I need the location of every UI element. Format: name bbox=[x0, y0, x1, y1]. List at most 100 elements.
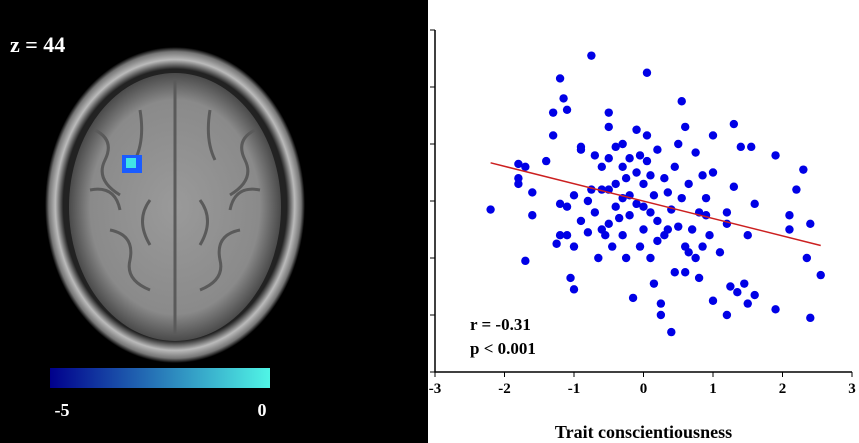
point bbox=[671, 163, 679, 171]
point bbox=[803, 254, 811, 262]
y-tick-label: 1 bbox=[418, 137, 426, 153]
y-tick-label: 3 bbox=[418, 23, 426, 39]
point bbox=[521, 257, 529, 265]
point bbox=[785, 225, 793, 233]
point bbox=[653, 146, 661, 154]
point bbox=[785, 211, 793, 219]
point bbox=[657, 299, 665, 307]
y-tick-label: 2 bbox=[418, 80, 426, 96]
point bbox=[740, 279, 748, 287]
point bbox=[612, 180, 620, 188]
x-axis-label: Trait conscientiousness bbox=[555, 422, 732, 442]
point bbox=[771, 151, 779, 159]
point bbox=[639, 225, 647, 233]
point bbox=[681, 123, 689, 131]
point bbox=[563, 231, 571, 239]
point bbox=[688, 225, 696, 233]
point bbox=[542, 157, 550, 165]
point bbox=[608, 242, 616, 250]
x-tick-label: 1 bbox=[709, 381, 717, 397]
point bbox=[705, 231, 713, 239]
point bbox=[681, 268, 689, 276]
point bbox=[577, 143, 585, 151]
point bbox=[625, 211, 633, 219]
point bbox=[584, 197, 592, 205]
point bbox=[771, 305, 779, 313]
point bbox=[563, 106, 571, 114]
point bbox=[632, 126, 640, 134]
point bbox=[792, 185, 800, 193]
point bbox=[806, 220, 814, 228]
annotation: r = -0.31 bbox=[470, 315, 531, 334]
point bbox=[591, 208, 599, 216]
point bbox=[709, 297, 717, 305]
point bbox=[698, 242, 706, 250]
point bbox=[521, 163, 529, 171]
point bbox=[646, 254, 654, 262]
point bbox=[646, 208, 654, 216]
figure: z = 44 -50-3-2-10123-3-2-10123Trait cons… bbox=[0, 0, 859, 443]
point bbox=[632, 168, 640, 176]
point bbox=[486, 205, 494, 213]
point bbox=[751, 291, 759, 299]
point bbox=[556, 74, 564, 82]
slice-label: z = 44 bbox=[10, 32, 65, 57]
point bbox=[726, 282, 734, 290]
point bbox=[643, 69, 651, 77]
point bbox=[747, 143, 755, 151]
point bbox=[605, 108, 613, 116]
point bbox=[702, 194, 710, 202]
x-tick-label: -2 bbox=[498, 381, 511, 397]
point bbox=[723, 208, 731, 216]
y-tick-label: -2 bbox=[413, 308, 426, 324]
y-axis-label: GMV in the right MFG bbox=[379, 111, 399, 292]
point bbox=[618, 163, 626, 171]
point bbox=[563, 203, 571, 211]
point bbox=[744, 299, 752, 307]
point bbox=[636, 242, 644, 250]
point bbox=[723, 311, 731, 319]
cluster-peak bbox=[126, 158, 136, 168]
point bbox=[584, 228, 592, 236]
point bbox=[612, 203, 620, 211]
colorbar bbox=[50, 368, 270, 388]
point bbox=[684, 248, 692, 256]
point bbox=[650, 191, 658, 199]
y-tick-label: -1 bbox=[413, 251, 426, 267]
point bbox=[639, 180, 647, 188]
point bbox=[605, 154, 613, 162]
point bbox=[674, 140, 682, 148]
point bbox=[691, 148, 699, 156]
point bbox=[660, 174, 668, 182]
point bbox=[684, 180, 692, 188]
point bbox=[674, 222, 682, 230]
point bbox=[598, 225, 606, 233]
point bbox=[695, 274, 703, 282]
point bbox=[570, 191, 578, 199]
point bbox=[605, 123, 613, 131]
point bbox=[653, 237, 661, 245]
x-tick-label: 0 bbox=[640, 381, 648, 397]
point bbox=[514, 180, 522, 188]
annotation: p < 0.001 bbox=[470, 339, 536, 358]
point bbox=[528, 188, 536, 196]
point bbox=[744, 231, 752, 239]
point bbox=[650, 279, 658, 287]
point bbox=[625, 154, 633, 162]
point bbox=[643, 131, 651, 139]
point bbox=[622, 174, 630, 182]
point bbox=[622, 254, 630, 262]
point bbox=[733, 288, 741, 296]
point bbox=[618, 140, 626, 148]
point bbox=[657, 311, 665, 319]
point bbox=[643, 157, 651, 165]
point bbox=[653, 217, 661, 225]
point bbox=[598, 163, 606, 171]
point bbox=[559, 94, 567, 102]
x-tick-label: 2 bbox=[779, 381, 787, 397]
point bbox=[587, 51, 595, 59]
point bbox=[591, 151, 599, 159]
x-tick-label: 3 bbox=[848, 381, 856, 397]
point bbox=[678, 194, 686, 202]
x-tick-label: -3 bbox=[429, 381, 442, 397]
